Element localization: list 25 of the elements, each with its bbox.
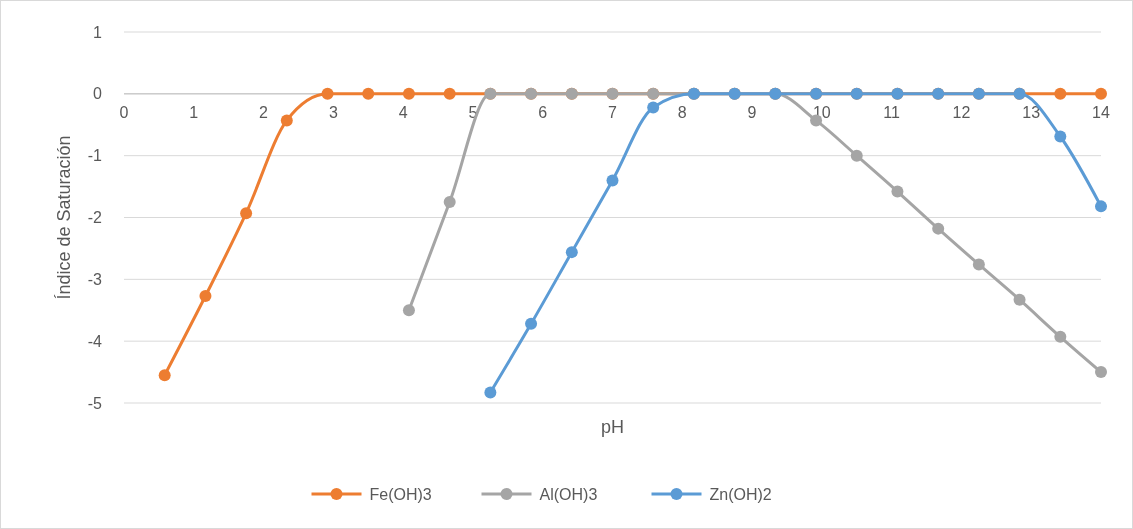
legend-label: Zn(OH)2	[709, 485, 772, 503]
x-tick-label: 7	[608, 103, 618, 121]
x-tick-label: 3	[328, 103, 338, 121]
x-tick-label: 14	[1092, 103, 1110, 121]
x-tick-label: 12	[952, 103, 971, 121]
y-tick-label: -1	[87, 147, 103, 165]
x-tick-label: 8	[677, 103, 687, 121]
legend-label: Al(OH)3	[539, 485, 598, 503]
x-tick-label: 9	[747, 103, 757, 121]
x-tick-label: 1	[189, 103, 199, 121]
y-tick-label: 0	[93, 85, 103, 103]
x-axis-title: pH	[600, 417, 625, 437]
y-tick-label: -2	[87, 209, 103, 227]
x-tick-label: 0	[119, 103, 129, 121]
legend-label: Fe(OH)3	[369, 485, 432, 503]
y-axis-title: Índice de Saturación	[54, 135, 74, 300]
x-tick-label: 11	[883, 103, 901, 121]
x-tick-label: 4	[398, 103, 408, 121]
x-tick-label: 13	[1022, 103, 1041, 121]
x-tick-label: 6	[538, 103, 548, 121]
y-tick-label: -4	[87, 332, 103, 350]
y-tick-label: -3	[87, 270, 103, 288]
y-tick-label: -5	[87, 394, 103, 412]
y-tick-label: 1	[93, 23, 103, 41]
x-tick-label: 2	[259, 103, 269, 121]
